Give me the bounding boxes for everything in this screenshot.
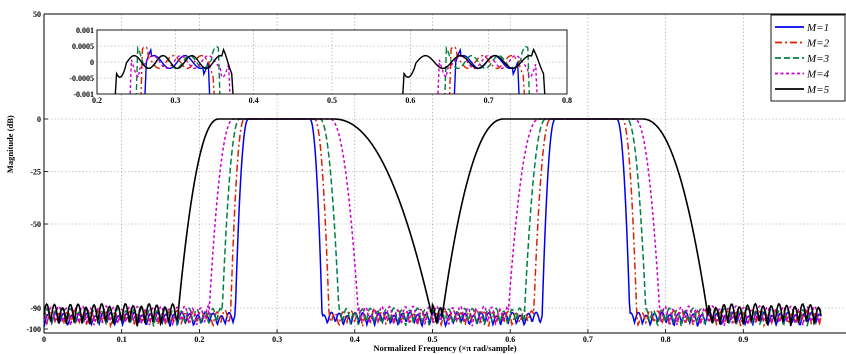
inset-curves (114, 45, 546, 94)
inset-y-tick-label: 0.0005 (72, 42, 94, 51)
y-tick-label: -100 (26, 325, 41, 334)
y-tick-label: -25 (30, 168, 41, 177)
x-tick-label: 0.1 (117, 335, 127, 344)
main-curves (43, 118, 822, 329)
inset-x-tick-label: 0.7 (484, 96, 494, 105)
series-line-m4 (43, 118, 822, 327)
inset-plot: 0.2 0.3 0.4 0.5 0.6 0.7 0.8 0.001 0.0005 0 -0.0005… (69, 26, 572, 105)
y-axis-label: Magnitude (dB) (5, 115, 15, 173)
inset-series-line-m5 (114, 47, 546, 94)
inset-x-tick-label: 0.3 (170, 96, 180, 105)
x-tick-label: 0.6 (505, 335, 515, 344)
legend-box (770, 14, 846, 102)
x-tick-label: 0.4 (350, 335, 360, 344)
y-tick-label: -50 (30, 220, 41, 229)
inset-x-tick-label: 0.8 (562, 96, 572, 105)
x-tick-label: 0.8 (661, 335, 671, 344)
inset-x-tick-label: 0.6 (405, 96, 415, 105)
legend-entry: M=3 (806, 53, 830, 65)
legend-entry: M=1 (806, 22, 829, 34)
x-tick-label: 0.9 (738, 335, 748, 344)
x-tick-label: 0.2 (194, 335, 204, 344)
inset-y-tick-label: -0.001 (73, 90, 94, 99)
inset-x-tick-label: 0.2 (92, 96, 102, 105)
x-tick-label: 0.7 (583, 335, 593, 344)
x-tick-label: 0.3 (272, 335, 282, 344)
legend-entry: M=4 (806, 69, 830, 81)
inset-y-tick-label: -0.0005 (69, 74, 94, 83)
y-tick-label: -90 (30, 304, 41, 313)
inset-frame (96, 29, 568, 95)
legend-entry: M=2 (806, 38, 830, 50)
legend: M=1 M=2 M=3 M=4 M=5 (770, 14, 846, 102)
x-axis-label: Normalized Frequency (×π rad/sample) (373, 343, 516, 353)
inset-x-tick-label: 0.5 (327, 96, 337, 105)
series-line-m5 (43, 118, 822, 327)
inset-series-line-m2 (140, 46, 526, 94)
inset-series-line-m4 (129, 54, 538, 94)
legend-entry: M=5 (806, 84, 830, 96)
y-tick-label: 50 (33, 10, 41, 19)
inset-y-tick-label: 0.001 (76, 26, 94, 35)
main-axes: 0 0.1 0.2 0.3 0.4 0.5 0.6 0.7 0.8 0.9 50 0 -25 -50 -90… (26, 10, 846, 344)
y-tick-label: 0 (37, 115, 41, 124)
inset-y-tick-label: 0 (90, 58, 94, 67)
x-tick-label: 0.5 (428, 335, 438, 344)
x-tick-label: 0 (42, 335, 46, 344)
inset-x-tick-label: 0.4 (249, 96, 259, 105)
